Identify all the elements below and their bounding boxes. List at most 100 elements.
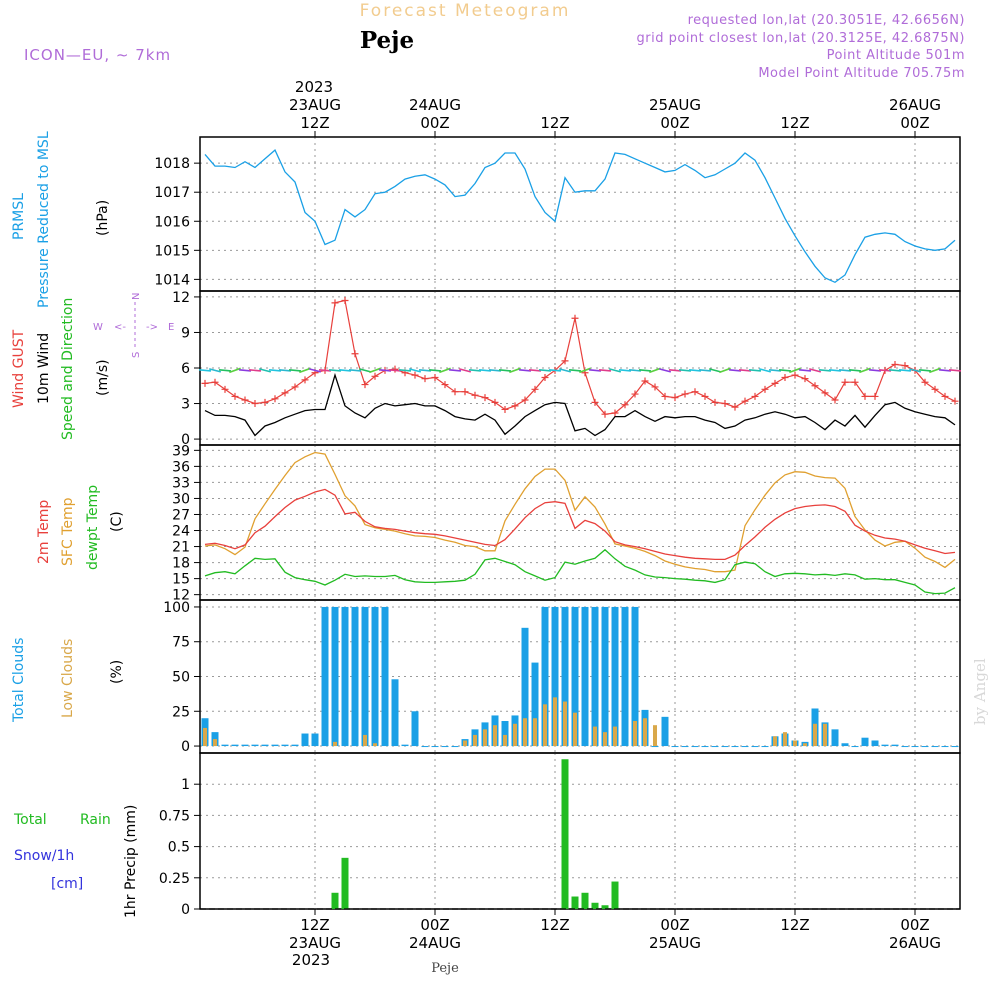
- total-cloud-bar: [221, 744, 229, 747]
- total-cloud-bar: [901, 746, 909, 748]
- wind-gust-point: [781, 373, 789, 381]
- wind-direction-arrow: [278, 368, 292, 372]
- total-cloud-bar: [281, 744, 289, 747]
- wind-direction-arrow: [248, 368, 262, 372]
- total-cloud-bar: [531, 662, 539, 747]
- total-cloud-bar: [351, 606, 359, 747]
- wind-gust-point: [811, 382, 819, 390]
- bottom-hour-label: 00Z: [420, 916, 449, 934]
- wind-direction-arrow: [478, 368, 492, 372]
- point-altitude: Point Altitude 501m: [827, 48, 965, 63]
- wind-direction-arrow: [708, 368, 722, 373]
- total-cloud-bar: [331, 606, 339, 747]
- total-cloud-bar: [561, 606, 569, 747]
- clouds-ytick-label: 75: [172, 635, 190, 651]
- wind-direction-arrow: [828, 368, 842, 372]
- temp-ytick-label: 21: [172, 540, 190, 556]
- wind-direction-arrow: [558, 368, 572, 373]
- wind-gust-point: [901, 362, 909, 370]
- wind-ytick-label: 12: [172, 290, 190, 306]
- wind-direction-arrow: [218, 368, 232, 372]
- rain-bar: [601, 905, 609, 909]
- top-hour-label: 00Z: [900, 114, 929, 132]
- wind-gust-point: [831, 396, 839, 404]
- wind-direction-arrow: [719, 367, 731, 374]
- low-cloud-bar: [563, 701, 567, 747]
- wind-gust-point: [841, 378, 849, 386]
- wind-direction-arrow: [608, 368, 622, 373]
- wind-direction-arrow: [258, 368, 272, 373]
- wind-direction-arrow: [568, 368, 582, 372]
- total-cloud-bar: [271, 744, 279, 747]
- low-cloud-bar: [643, 718, 647, 747]
- wind-gust-point: [461, 388, 469, 396]
- wind-gust-point: [851, 378, 859, 386]
- wind-gust-point: [761, 385, 769, 393]
- total-cloud-bar: [591, 606, 599, 747]
- wind-gust-point: [611, 409, 619, 417]
- wind-direction-arrow: [948, 368, 962, 372]
- total-cloud-bar: [921, 746, 929, 748]
- clouds-ytick-label: 0: [181, 739, 190, 755]
- snow-label: Snow/1h: [14, 848, 74, 864]
- wind-gust-point: [741, 397, 749, 405]
- total-cloud-bar: [761, 746, 769, 748]
- total-cloud-bar: [711, 746, 719, 748]
- wind-gust-point: [771, 379, 779, 387]
- wind-gust-point: [441, 381, 449, 389]
- rain-bar: [581, 892, 589, 909]
- rain-bar: [561, 759, 569, 909]
- temp-unit: (C): [109, 511, 125, 532]
- low-cloud-bar: [553, 697, 557, 747]
- wind-direction-arrow: [488, 368, 502, 372]
- pressure-ytick-label: 1018: [154, 156, 190, 172]
- low-cloud-bar: [203, 727, 207, 747]
- total-cloud-bar: [551, 606, 559, 747]
- wind-gust-point: [621, 401, 629, 409]
- low-cloud-bar: [603, 732, 607, 747]
- wind-direction-arrow: [378, 368, 392, 372]
- precip-ytick-label: 1: [181, 777, 190, 793]
- wind-direction-arrow: [638, 368, 652, 372]
- low-cloud-bar: [613, 726, 617, 747]
- wind-gust-point: [861, 392, 869, 400]
- low-cloud-bar: [633, 721, 637, 747]
- wind-direction-arrow: [448, 368, 462, 372]
- total-cloud-bar: [931, 746, 939, 748]
- wind-gust-point: [411, 371, 419, 379]
- rain-bar: [591, 902, 599, 909]
- top-hour-label: 12Z: [300, 114, 329, 132]
- wind-direction-arrow: [918, 368, 932, 372]
- model-label: ICON—EU, ∼ 7km: [24, 46, 171, 64]
- pressure-ytick-label: 1015: [154, 243, 190, 259]
- wind-gust-line: [204, 299, 956, 415]
- bottom-hour-label: 12Z: [300, 916, 329, 934]
- wind-direction-arrow: [338, 368, 352, 372]
- low-cloud-bar: [653, 725, 657, 747]
- total-cloud-bar: [521, 627, 529, 747]
- wind-direction-arrow: [848, 368, 862, 372]
- wind-gust-point: [641, 377, 649, 385]
- wind-series: [198, 296, 962, 437]
- wind-direction-arrow: [649, 367, 661, 374]
- wind-gust-point: [941, 392, 949, 400]
- svg-text:N: N: [131, 293, 142, 300]
- total-cloud-bar: [651, 746, 659, 748]
- sfc-temp-line: [204, 451, 956, 573]
- wind-gust-point: [361, 381, 369, 389]
- wind-direction-arrow: [818, 368, 832, 372]
- wind-gust-point: [541, 373, 549, 381]
- gridpoint-coords: grid point closest lon,lat (20.3125E, 42…: [637, 31, 965, 46]
- total-cloud-bar: [251, 744, 259, 747]
- wind-direction-arrow: [898, 368, 912, 372]
- svg-text:S: S: [131, 352, 142, 358]
- wind-gust-point: [791, 371, 799, 379]
- wind-direction-arrow: [369, 367, 381, 374]
- wind-direction-arrow: [288, 368, 302, 372]
- top-date-label: 24AUG: [409, 96, 461, 114]
- t2m-line: [204, 488, 956, 561]
- rain-bar: [331, 892, 339, 909]
- bottom-year-label: 2023: [292, 951, 330, 969]
- wind-gust-point: [211, 378, 219, 386]
- top-date-label: 23AUG: [289, 96, 341, 114]
